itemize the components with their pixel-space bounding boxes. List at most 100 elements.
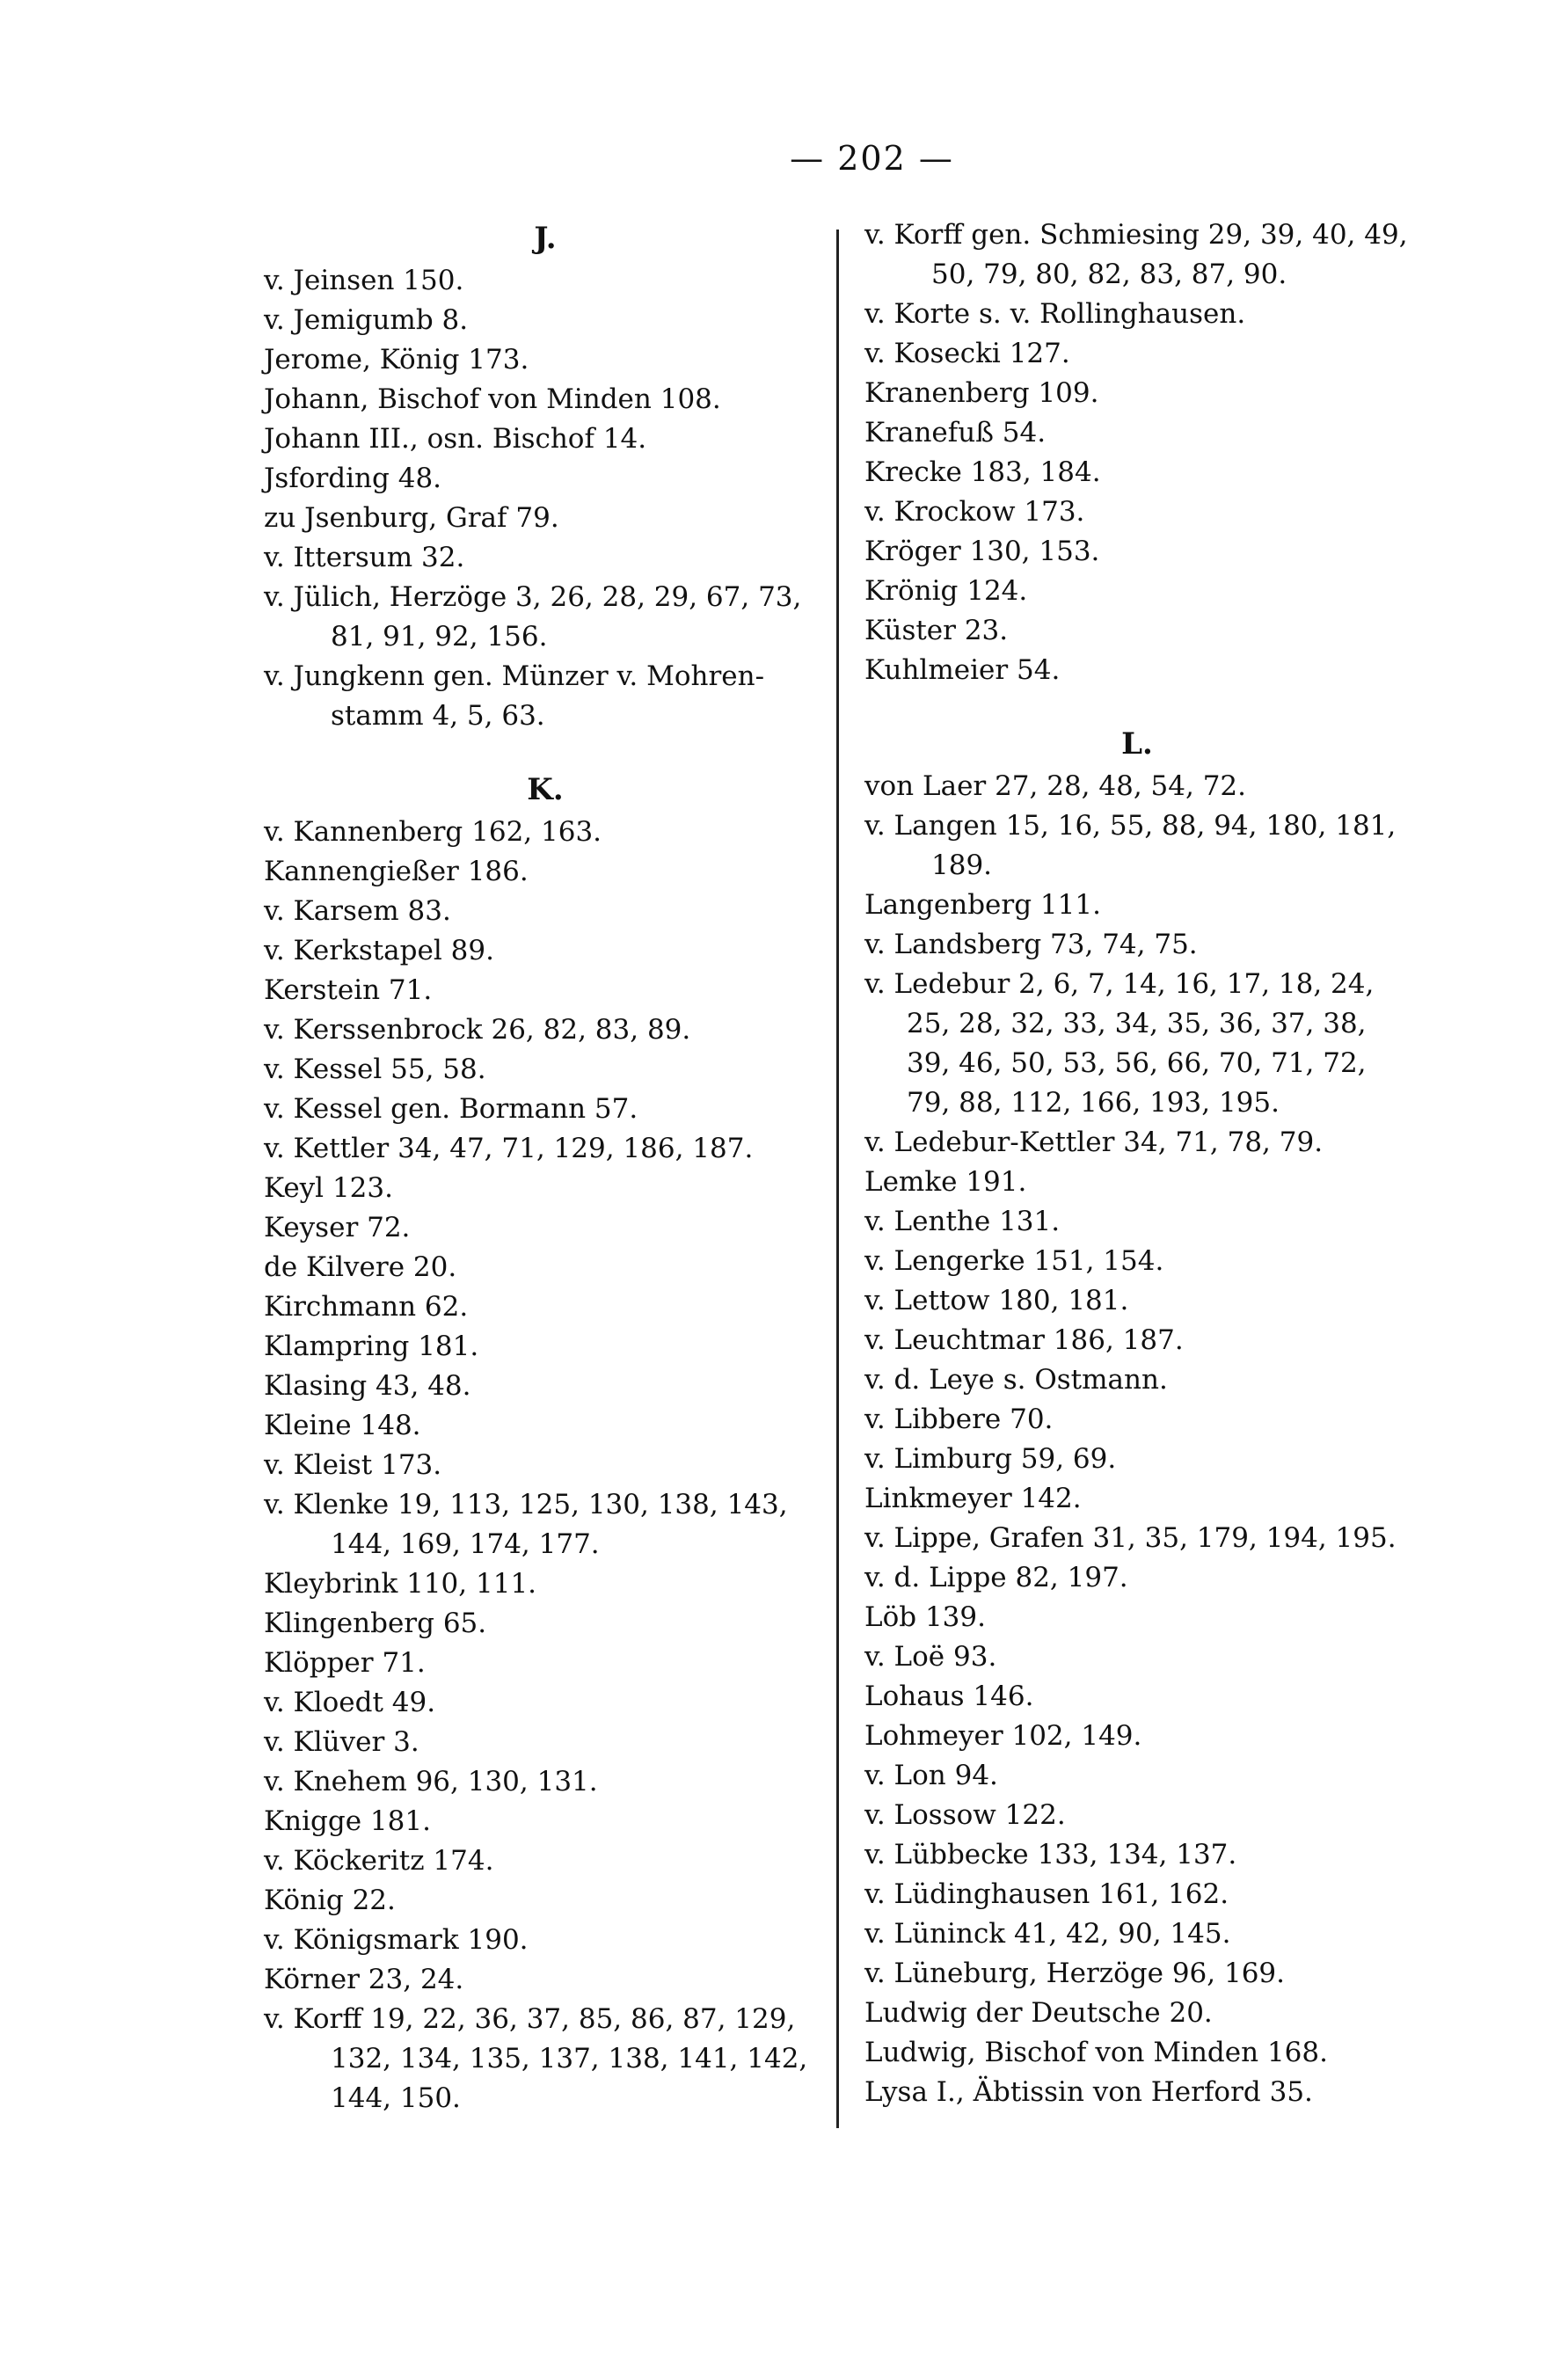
index-entry-line: v. Korff gen. Schmiesing 29, 39, 40, 49, [864, 219, 1408, 251]
index-entry-line: v. Ittersum 32. [264, 542, 465, 573]
index-entry: Kannengießer 186. [264, 852, 827, 892]
index-entry-continuation: 189. [931, 849, 993, 881]
index-entry-line: Krönig 124. [864, 575, 1028, 607]
index-entry: v. Lon 94. [864, 1756, 1410, 1796]
section-heading: L. [1121, 726, 1153, 762]
index-entry: v. Jemigumb 8. [264, 301, 827, 340]
index-entry: v. Lettow 180, 181. [864, 1281, 1410, 1321]
index-entry-line: Jerome, König 173. [264, 344, 529, 376]
index-entry: König 22. [264, 1881, 827, 1921]
index-entry: Kleybrink 110, 111. [264, 1564, 827, 1604]
index-entry: Kirchmann 62. [264, 1287, 827, 1327]
index-entry: v. Lüdinghausen 161, 162. [864, 1875, 1410, 1914]
index-entry: von Laer 27, 28, 48, 54, 72. [864, 767, 1410, 806]
index-entry-line: Johann III., osn. Bischof 14. [264, 423, 647, 455]
index-entry: Körner 23, 24. [264, 1960, 827, 2000]
index-entry-line: v. Lüninck 41, 42, 90, 145. [864, 1918, 1231, 1950]
index-entry: v. Korff 19, 22, 36, 37, 85, 86, 87, 129… [264, 2000, 827, 2118]
index-entry: Jsfording 48. [264, 459, 827, 499]
index-entry: Lysa I., Äbtissin von Herford 35. [864, 2073, 1410, 2112]
index-entry-line: v. Kosecki 127. [864, 338, 1070, 369]
index-entry-line: v. Klüver 3. [264, 1726, 419, 1758]
index-entry: v. Karsem 83. [264, 892, 827, 931]
index-entry: v. Kloedt 49. [264, 1683, 827, 1723]
index-entry-line: v. Kerssenbrock 26, 82, 83, 89. [264, 1014, 691, 1046]
index-entry-line: v. Lüdinghausen 161, 162. [864, 1878, 1229, 1910]
index-entry: Kerstein 71. [264, 971, 827, 1010]
index-entry-continuation: 39, 46, 50, 53, 56, 66, 70, 71, 72, [907, 1047, 1367, 1079]
index-entry: Kleine 148. [264, 1406, 827, 1446]
index-entry: Krecke 183, 184. [864, 453, 1410, 492]
index-entry-continuation: 79, 88, 112, 166, 193, 195. [907, 1087, 1280, 1119]
index-entry: Johann, Bischof von Minden 108. [264, 380, 827, 419]
index-entry-line: Kleybrink 110, 111. [264, 1568, 537, 1600]
index-entry-line: v. Ledebur 2, 6, 7, 14, 16, 17, 18, 24, [864, 968, 1375, 1000]
index-entry-line: v. Jungkenn gen. Münzer v. Mohren- [264, 660, 765, 692]
index-entry-continuation: 50, 79, 80, 82, 83, 87, 90. [931, 259, 1287, 290]
index-entry: v. Kleist 173. [264, 1446, 827, 1485]
index-entry: zu Jsenburg, Graf 79. [264, 499, 827, 538]
index-entry: v. Ledebur 2, 6, 7, 14, 16, 17, 18, 24, 2… [864, 965, 1410, 1123]
index-entry: Lemke 191. [864, 1163, 1410, 1202]
index-entry-line: v. Libbere 70. [864, 1404, 1054, 1435]
index-entry: v. Lüninck 41, 42, 90, 145. [864, 1914, 1410, 1954]
index-entry-line: Keyl 123. [264, 1172, 393, 1204]
index-entry: Kuhlmeier 54. [864, 651, 1410, 690]
index-entry-line: v. Landsberg 73, 74, 75. [864, 929, 1198, 960]
index-entry-line: de Kilvere 20. [264, 1251, 457, 1283]
index-entry-line: Langenberg 111. [864, 889, 1101, 921]
index-entry: v. Langen 15, 16, 55, 88, 94, 180, 181, 1… [864, 806, 1410, 886]
index-entry-line: Klampring 181. [264, 1331, 479, 1362]
index-entry: Ludwig, Bischof von Minden 168. [864, 2033, 1410, 2073]
index-entry-line: v. Limburg 59, 69. [864, 1443, 1117, 1475]
index-entry: v. Lenthe 131. [864, 1202, 1410, 1242]
index-entry-line: v. Lossow 122. [864, 1799, 1066, 1831]
index-entry-continuation: stamm 4, 5, 63. [331, 700, 545, 732]
index-entry-line: König 22. [264, 1885, 396, 1916]
index-entry: v. Kerssenbrock 26, 82, 83, 89. [264, 1010, 827, 1050]
index-entry-line: Johann, Bischof von Minden 108. [264, 383, 721, 415]
index-entry-line: Küster 23. [864, 615, 1009, 646]
index-entry-line: v. Königsmark 190. [264, 1924, 529, 1956]
index-entry: v. Lübbecke 133, 134, 137. [864, 1835, 1410, 1875]
index-entry-line: Ludwig der Deutsche 20. [864, 1997, 1213, 2029]
index-entry-line: v. Klenke 19, 113, 125, 130, 138, 143, [264, 1489, 788, 1520]
index-entry: v. Lüneburg, Herzöge 96, 169. [864, 1954, 1410, 1994]
index-entry: Krönig 124. [864, 572, 1410, 611]
index-column-right: v. Korff gen. Schmiesing 29, 39, 40, 49,… [864, 215, 1410, 2112]
index-entry-line: Knigge 181. [264, 1805, 431, 1837]
index-entry-line: v. Kessel gen. Bormann 57. [264, 1093, 638, 1125]
index-entry: v. Kessel gen. Bormann 57. [264, 1090, 827, 1129]
index-entry: Klingenberg 65. [264, 1604, 827, 1644]
index-entry-line: v. Lübbecke 133, 134, 137. [864, 1839, 1237, 1870]
index-entry: v. Kessel 55, 58. [264, 1050, 827, 1090]
index-entry-line: Kranenberg 109. [864, 377, 1099, 409]
index-entry: v. Köckeritz 174. [264, 1841, 827, 1881]
index-entry-line: Krecke 183, 184. [864, 456, 1101, 488]
index-entry-line: Klöpper 71. [264, 1647, 426, 1679]
index-entry: v. Kannenberg 162, 163. [264, 813, 827, 852]
index-entry-line: v. Lenthe 131. [864, 1206, 1061, 1237]
index-column-left: J. v. Jeinsen 150. v. Jemigumb 8. Jerome, K… [264, 215, 827, 2118]
index-entry: v. Korff gen. Schmiesing 29, 39, 40, 49,… [864, 215, 1410, 295]
index-entry-line: v. Kannenberg 162, 163. [264, 816, 602, 848]
index-entry-continuation: 81, 91, 92, 156. [331, 621, 548, 653]
index-entry: Knigge 181. [264, 1802, 827, 1841]
index-entry-line: v. d. Leye s. Ostmann. [864, 1364, 1168, 1396]
index-entry-line: v. Köckeritz 174. [264, 1845, 494, 1877]
index-entry-line: Kuhlmeier 54. [864, 654, 1061, 686]
index-entry-line: Linkmeyer 142. [864, 1483, 1082, 1514]
index-entry-line: v. Kerkstapel 89. [264, 935, 494, 966]
index-entry: Klöpper 71. [264, 1644, 827, 1683]
index-entry-line: v. Leuchtmar 186, 187. [864, 1324, 1184, 1356]
index-entry-line: v. d. Lippe 82, 197. [864, 1562, 1128, 1593]
index-entry-line: v. Kloedt 49. [264, 1687, 436, 1718]
index-entry-line: Kröger 130, 153. [864, 536, 1100, 567]
index-entry: v. d. Leye s. Ostmann. [864, 1360, 1410, 1400]
index-entry-line: v. Knehem 96, 130, 131. [264, 1766, 598, 1797]
index-entry: v. Libbere 70. [864, 1400, 1410, 1440]
index-entry: v. Krockow 173. [864, 492, 1410, 532]
index-entry-line: v. Jeinsen 150. [264, 265, 464, 296]
section-heading: J. [534, 221, 557, 256]
index-entry-line: Klingenberg 65. [264, 1608, 487, 1639]
